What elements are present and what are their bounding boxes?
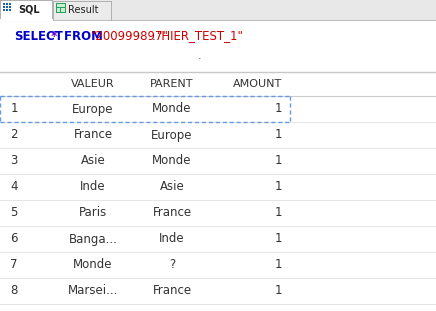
Text: France: France	[153, 207, 191, 220]
Text: Europe: Europe	[72, 103, 114, 115]
Text: "200999897": "200999897"	[91, 30, 169, 43]
Text: 1: 1	[10, 103, 18, 115]
Text: 1: 1	[275, 128, 282, 142]
Bar	[0, 0, 436, 20]
Bar	[0, 200, 436, 226]
Bar	[61, 8, 65, 12]
Text: 1: 1	[275, 233, 282, 245]
Text: 1: 1	[275, 103, 282, 115]
Text: "HIER_TEST_1": "HIER_TEST_1"	[157, 30, 244, 43]
Text: .: .	[151, 30, 155, 43]
Text: SQL: SQL	[18, 5, 40, 15]
Text: 6: 6	[10, 233, 18, 245]
Text: Monde: Monde	[152, 155, 192, 168]
Bar	[6, 3, 8, 5]
Text: Paris: Paris	[79, 207, 107, 220]
Text: .: .	[198, 51, 202, 61]
Text: VALEUR: VALEUR	[71, 79, 115, 89]
Bar	[0, 20, 436, 72]
Bar	[0, 122, 436, 148]
Text: 8: 8	[10, 285, 18, 298]
Bar	[56, 3, 66, 13]
Bar	[0, 304, 436, 311]
Bar	[9, 3, 11, 5]
Bar	[9, 9, 11, 11]
Text: 7: 7	[10, 258, 18, 272]
Text: 5: 5	[10, 207, 18, 220]
Text: Result: Result	[68, 5, 99, 15]
Text: PARENT: PARENT	[150, 79, 194, 89]
Bar	[0, 252, 436, 278]
Bar	[9, 6, 11, 8]
Text: 1: 1	[275, 258, 282, 272]
Text: Inde: Inde	[80, 180, 106, 193]
Bar	[0, 174, 436, 200]
Bar	[57, 4, 65, 7]
Text: ?: ?	[169, 258, 175, 272]
Text: Monde: Monde	[73, 258, 113, 272]
Bar	[3, 6, 5, 8]
Bar	[0, 96, 436, 122]
Bar	[3, 9, 5, 11]
Text: AMOUNT: AMOUNT	[233, 79, 282, 89]
Text: Marsei...: Marsei...	[68, 285, 118, 298]
Bar	[0, 0, 52, 20]
Text: Inde: Inde	[159, 233, 185, 245]
Text: Banga...: Banga...	[68, 233, 117, 245]
Bar	[6, 6, 8, 8]
Bar	[3, 3, 5, 5]
Text: FROM: FROM	[64, 30, 106, 43]
Bar	[0, 72, 436, 96]
Text: 1: 1	[275, 207, 282, 220]
Text: 4: 4	[10, 180, 18, 193]
Text: 1: 1	[275, 285, 282, 298]
Bar	[0, 278, 436, 304]
Bar	[57, 8, 60, 12]
Bar	[0, 148, 436, 174]
Text: Asie: Asie	[160, 180, 184, 193]
Text: 1: 1	[275, 155, 282, 168]
Text: Europe: Europe	[151, 128, 193, 142]
Text: Monde: Monde	[152, 103, 192, 115]
Bar	[0, 226, 436, 252]
Text: SELECT: SELECT	[14, 30, 63, 43]
Text: Asie: Asie	[81, 155, 106, 168]
Text: 1: 1	[275, 180, 282, 193]
Bar	[6, 9, 8, 11]
Text: France: France	[73, 128, 112, 142]
Text: 3: 3	[10, 155, 18, 168]
Text: *: *	[47, 30, 61, 43]
Text: 2: 2	[10, 128, 18, 142]
Bar	[53, 1, 111, 20]
Text: France: France	[153, 285, 191, 298]
